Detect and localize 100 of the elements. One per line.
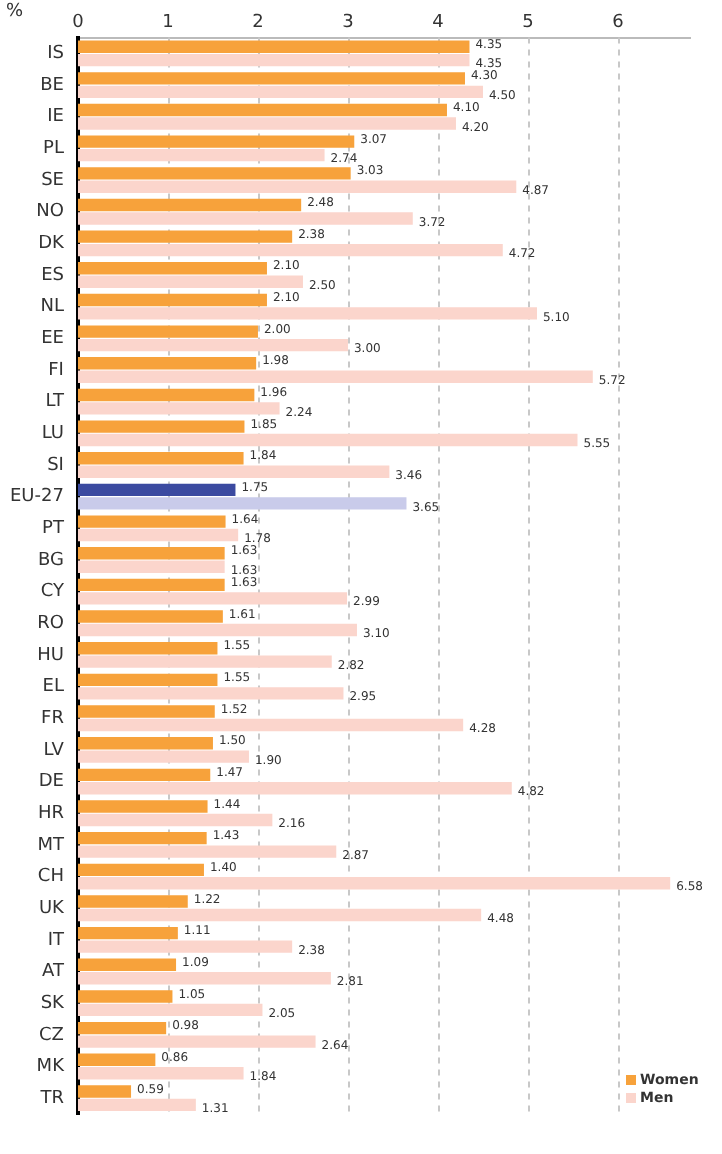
bar	[77, 338, 348, 352]
bar	[77, 687, 344, 700]
bar	[77, 1098, 196, 1112]
bar	[77, 433, 578, 447]
bar	[77, 370, 593, 383]
bar	[77, 243, 503, 257]
bar	[77, 940, 293, 953]
y-tick-label: HR	[37, 803, 64, 824]
bar	[77, 148, 325, 162]
bar	[77, 592, 348, 605]
x-tick-label: 2	[252, 13, 264, 34]
y-tick-label: IS	[47, 44, 65, 65]
bar	[77, 262, 267, 275]
bar	[77, 655, 332, 668]
bar	[77, 465, 390, 478]
bar	[77, 578, 225, 592]
bar	[77, 230, 293, 243]
y-tick-label: PL	[43, 139, 64, 160]
y-tick-label: MT	[37, 835, 65, 856]
bar	[77, 768, 211, 782]
bar	[77, 1067, 244, 1080]
y-tick-label: RO	[37, 613, 64, 634]
y-tick-label: IE	[47, 107, 65, 128]
y-tick-label: NO	[36, 202, 64, 223]
bar	[77, 1021, 167, 1035]
bar	[77, 718, 464, 732]
bar	[77, 117, 456, 130]
bar	[77, 877, 671, 890]
y-tick-label: BE	[40, 75, 65, 96]
bar	[77, 642, 218, 655]
y-tick-label: ES	[41, 265, 65, 286]
bar	[77, 863, 204, 877]
bar	[77, 420, 245, 433]
bar	[77, 452, 244, 465]
bar	[77, 135, 355, 148]
bar	[77, 198, 302, 212]
bar	[77, 402, 280, 415]
y-tick-label: DE	[38, 772, 65, 793]
bar	[77, 958, 177, 971]
bar	[77, 547, 225, 560]
x-tick-label: 5	[522, 13, 534, 34]
bar	[77, 895, 188, 908]
bar	[77, 782, 512, 795]
x-axis-title: %	[6, 1, 24, 22]
bar	[77, 72, 465, 85]
y-tick-label: PT	[42, 519, 65, 539]
bar	[77, 388, 255, 402]
bar	[77, 750, 249, 763]
bar	[77, 275, 303, 288]
bar	[77, 560, 225, 573]
bar	[77, 212, 413, 225]
y-tick-label: IT	[47, 930, 65, 951]
bar	[77, 908, 482, 922]
y-tick-label: EE	[41, 329, 65, 350]
y-tick-label: EU-27	[9, 487, 64, 508]
bar	[77, 53, 470, 67]
y-tick-label: CY	[40, 582, 65, 603]
y-tick-label: UK	[38, 898, 67, 919]
y-tick-label: AT	[42, 962, 65, 983]
y-tick-label: EL	[42, 677, 64, 698]
y-tick-label: FR	[41, 708, 64, 729]
bar	[77, 40, 470, 53]
y-tick-label: DK	[38, 234, 67, 255]
bar	[77, 497, 407, 510]
x-tick-label: 4	[432, 13, 445, 34]
y-tick-label: LT	[45, 392, 65, 413]
bar	[77, 845, 337, 858]
bar	[77, 673, 218, 687]
bar	[77, 85, 483, 99]
x-tick-label: 1	[162, 13, 174, 34]
bar	[77, 1053, 156, 1066]
y-tick-label: HU	[37, 645, 64, 666]
y-tick-label: SK	[40, 993, 67, 1014]
y-tick-label: NL	[40, 297, 64, 318]
bar	[77, 180, 517, 193]
y-tick-label: SE	[41, 170, 65, 191]
bar	[77, 705, 215, 718]
bar	[77, 528, 239, 542]
y-tick-label: TR	[38, 1088, 64, 1109]
y-tick-label: SI	[47, 455, 64, 476]
bar	[77, 800, 208, 813]
bar	[77, 515, 226, 528]
bar	[77, 307, 537, 320]
x-tick-label: 3	[342, 13, 354, 34]
bar	[77, 325, 258, 338]
bar	[77, 1003, 263, 1017]
y-tick-label: CZ	[39, 1025, 64, 1046]
bar	[77, 293, 267, 307]
bar	[77, 972, 331, 985]
y-tick-label: LU	[41, 424, 64, 445]
bar	[77, 167, 351, 180]
x-tick-label: 0	[72, 13, 85, 34]
bar	[77, 990, 173, 1003]
bar	[77, 1035, 316, 1048]
bar	[77, 737, 213, 750]
y-tick-label: MK	[36, 1057, 67, 1078]
bar	[77, 623, 357, 637]
x-tick-label: 6	[612, 13, 625, 34]
bar	[77, 610, 223, 623]
bar	[77, 926, 178, 940]
